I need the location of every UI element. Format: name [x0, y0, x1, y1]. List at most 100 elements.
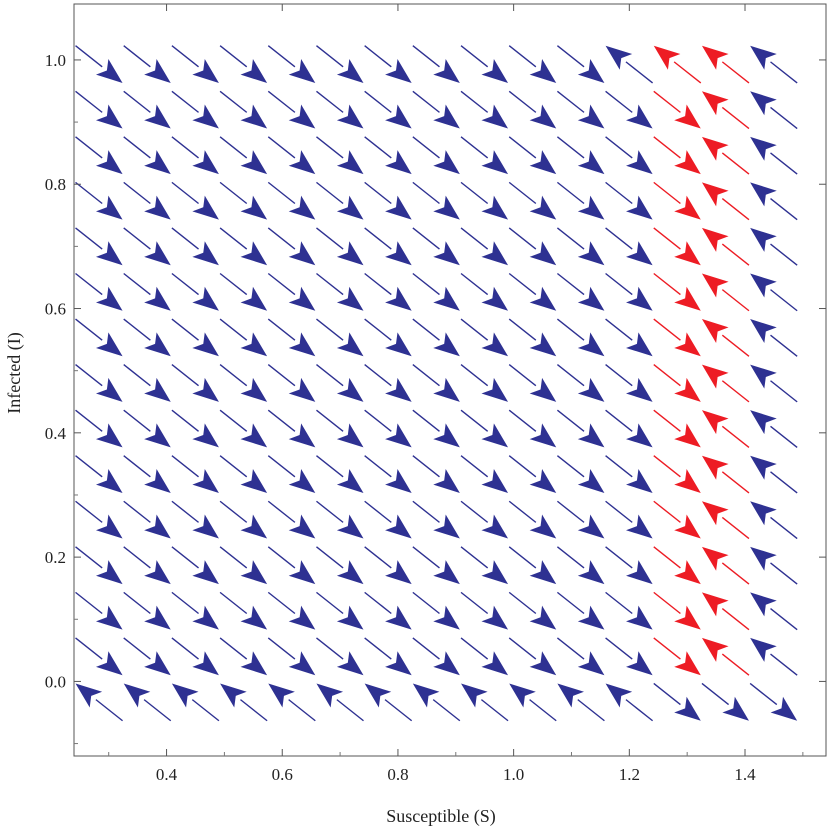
arrow-shaft — [770, 516, 798, 540]
arrow-shaft — [412, 227, 440, 250]
arrow-shaft — [460, 546, 489, 569]
arrow-shaft — [749, 682, 778, 706]
arrow-head — [192, 195, 219, 220]
arrow-head — [95, 286, 123, 311]
arrow-shaft — [364, 364, 392, 387]
arrow-shaft — [316, 500, 344, 523]
arrow-head — [529, 104, 557, 129]
arrow-head — [701, 136, 729, 161]
arrow-head — [626, 514, 653, 539]
arrow-head — [481, 468, 509, 493]
arrow-head — [750, 546, 777, 571]
arrow-shaft — [721, 106, 750, 130]
arrow-shaft — [653, 546, 681, 569]
arrow-shaft — [432, 699, 461, 722]
arrow-head — [240, 332, 268, 357]
arrow-shaft — [770, 653, 798, 676]
arrow-head — [192, 332, 219, 357]
x-tick-label: 0.6 — [272, 765, 293, 784]
arrow-head — [750, 136, 777, 161]
arrow-head — [701, 455, 729, 480]
arrow-shaft — [653, 637, 681, 660]
arrow-shaft — [316, 546, 344, 569]
arrow-shaft — [605, 364, 633, 387]
arrow-head — [288, 468, 316, 493]
arrow-head — [626, 150, 653, 175]
arrow-head — [577, 286, 605, 311]
arrow-head — [674, 104, 701, 129]
arrow-shaft — [460, 318, 489, 341]
arrow-shaft — [605, 455, 633, 478]
arrow-shaft — [219, 364, 248, 387]
arrow-head — [385, 560, 412, 585]
arrow-head — [240, 651, 268, 676]
arrow-shaft — [556, 318, 585, 341]
arrow-head — [192, 377, 219, 402]
arrow-head — [336, 332, 364, 357]
arrow-shaft — [219, 227, 248, 250]
arrow-head — [288, 286, 316, 311]
arrow-head — [95, 332, 123, 357]
arrow-head — [674, 241, 701, 266]
arrow-shaft — [316, 136, 344, 159]
arrow-head — [481, 150, 509, 175]
arrow-head — [433, 605, 460, 630]
arrow-head — [288, 651, 316, 676]
arrow-head — [461, 683, 488, 708]
arrow-shaft — [267, 546, 296, 569]
arrow-shaft — [721, 516, 750, 540]
arrow-head — [240, 286, 268, 311]
arrow-head — [529, 332, 557, 357]
arrow-head — [674, 605, 701, 630]
arrow-head — [529, 514, 557, 539]
arrow-shaft — [267, 591, 296, 615]
arrow-head — [529, 560, 557, 585]
arrow-head — [144, 377, 171, 402]
arrow-shaft — [123, 318, 151, 341]
arrow-head — [605, 683, 633, 708]
arrow-head — [750, 501, 777, 526]
arrow-shaft — [721, 152, 750, 175]
arrow-head — [144, 332, 171, 357]
arrow-shaft — [412, 45, 440, 68]
arrow-head — [316, 683, 344, 708]
arrow-head — [481, 332, 509, 357]
arrow-shaft — [605, 546, 633, 569]
arrow-head — [577, 104, 605, 129]
arrow-shaft — [721, 334, 750, 357]
arrow-shaft — [123, 136, 151, 159]
arrow-head — [144, 286, 171, 311]
arrow-shaft — [75, 181, 103, 205]
arrow-shaft — [480, 699, 509, 722]
arrow-shaft — [123, 272, 151, 296]
arrow-shaft — [171, 500, 199, 523]
arrow-head — [433, 651, 460, 676]
arrow-head — [750, 410, 777, 435]
arrow-head — [336, 150, 364, 175]
arrow-shaft — [75, 637, 103, 660]
arrow-shaft — [412, 318, 440, 341]
arrow-shaft — [412, 591, 440, 615]
arrow-head — [750, 227, 777, 252]
arrow-shaft — [770, 334, 798, 357]
arrow-head — [95, 104, 123, 129]
y-tick-label: 0.2 — [45, 548, 66, 567]
arrow-head — [701, 91, 729, 116]
arrow-head — [192, 468, 219, 493]
arrow-shaft — [316, 227, 344, 250]
arrow-head — [95, 423, 123, 448]
arrow-shaft — [460, 181, 489, 205]
arrow-shaft — [605, 181, 633, 205]
arrow-shaft — [770, 380, 798, 403]
arrow-head — [220, 683, 247, 708]
arrow-shaft — [123, 500, 151, 523]
arrow-shaft — [508, 364, 537, 387]
arrow-shaft — [219, 181, 248, 205]
arrow-head — [288, 58, 316, 83]
arrow-shaft — [364, 45, 392, 68]
arrow-head — [385, 332, 412, 357]
arrow-shaft — [460, 90, 489, 113]
arrow-head — [336, 241, 364, 266]
arrow-head — [288, 241, 316, 266]
